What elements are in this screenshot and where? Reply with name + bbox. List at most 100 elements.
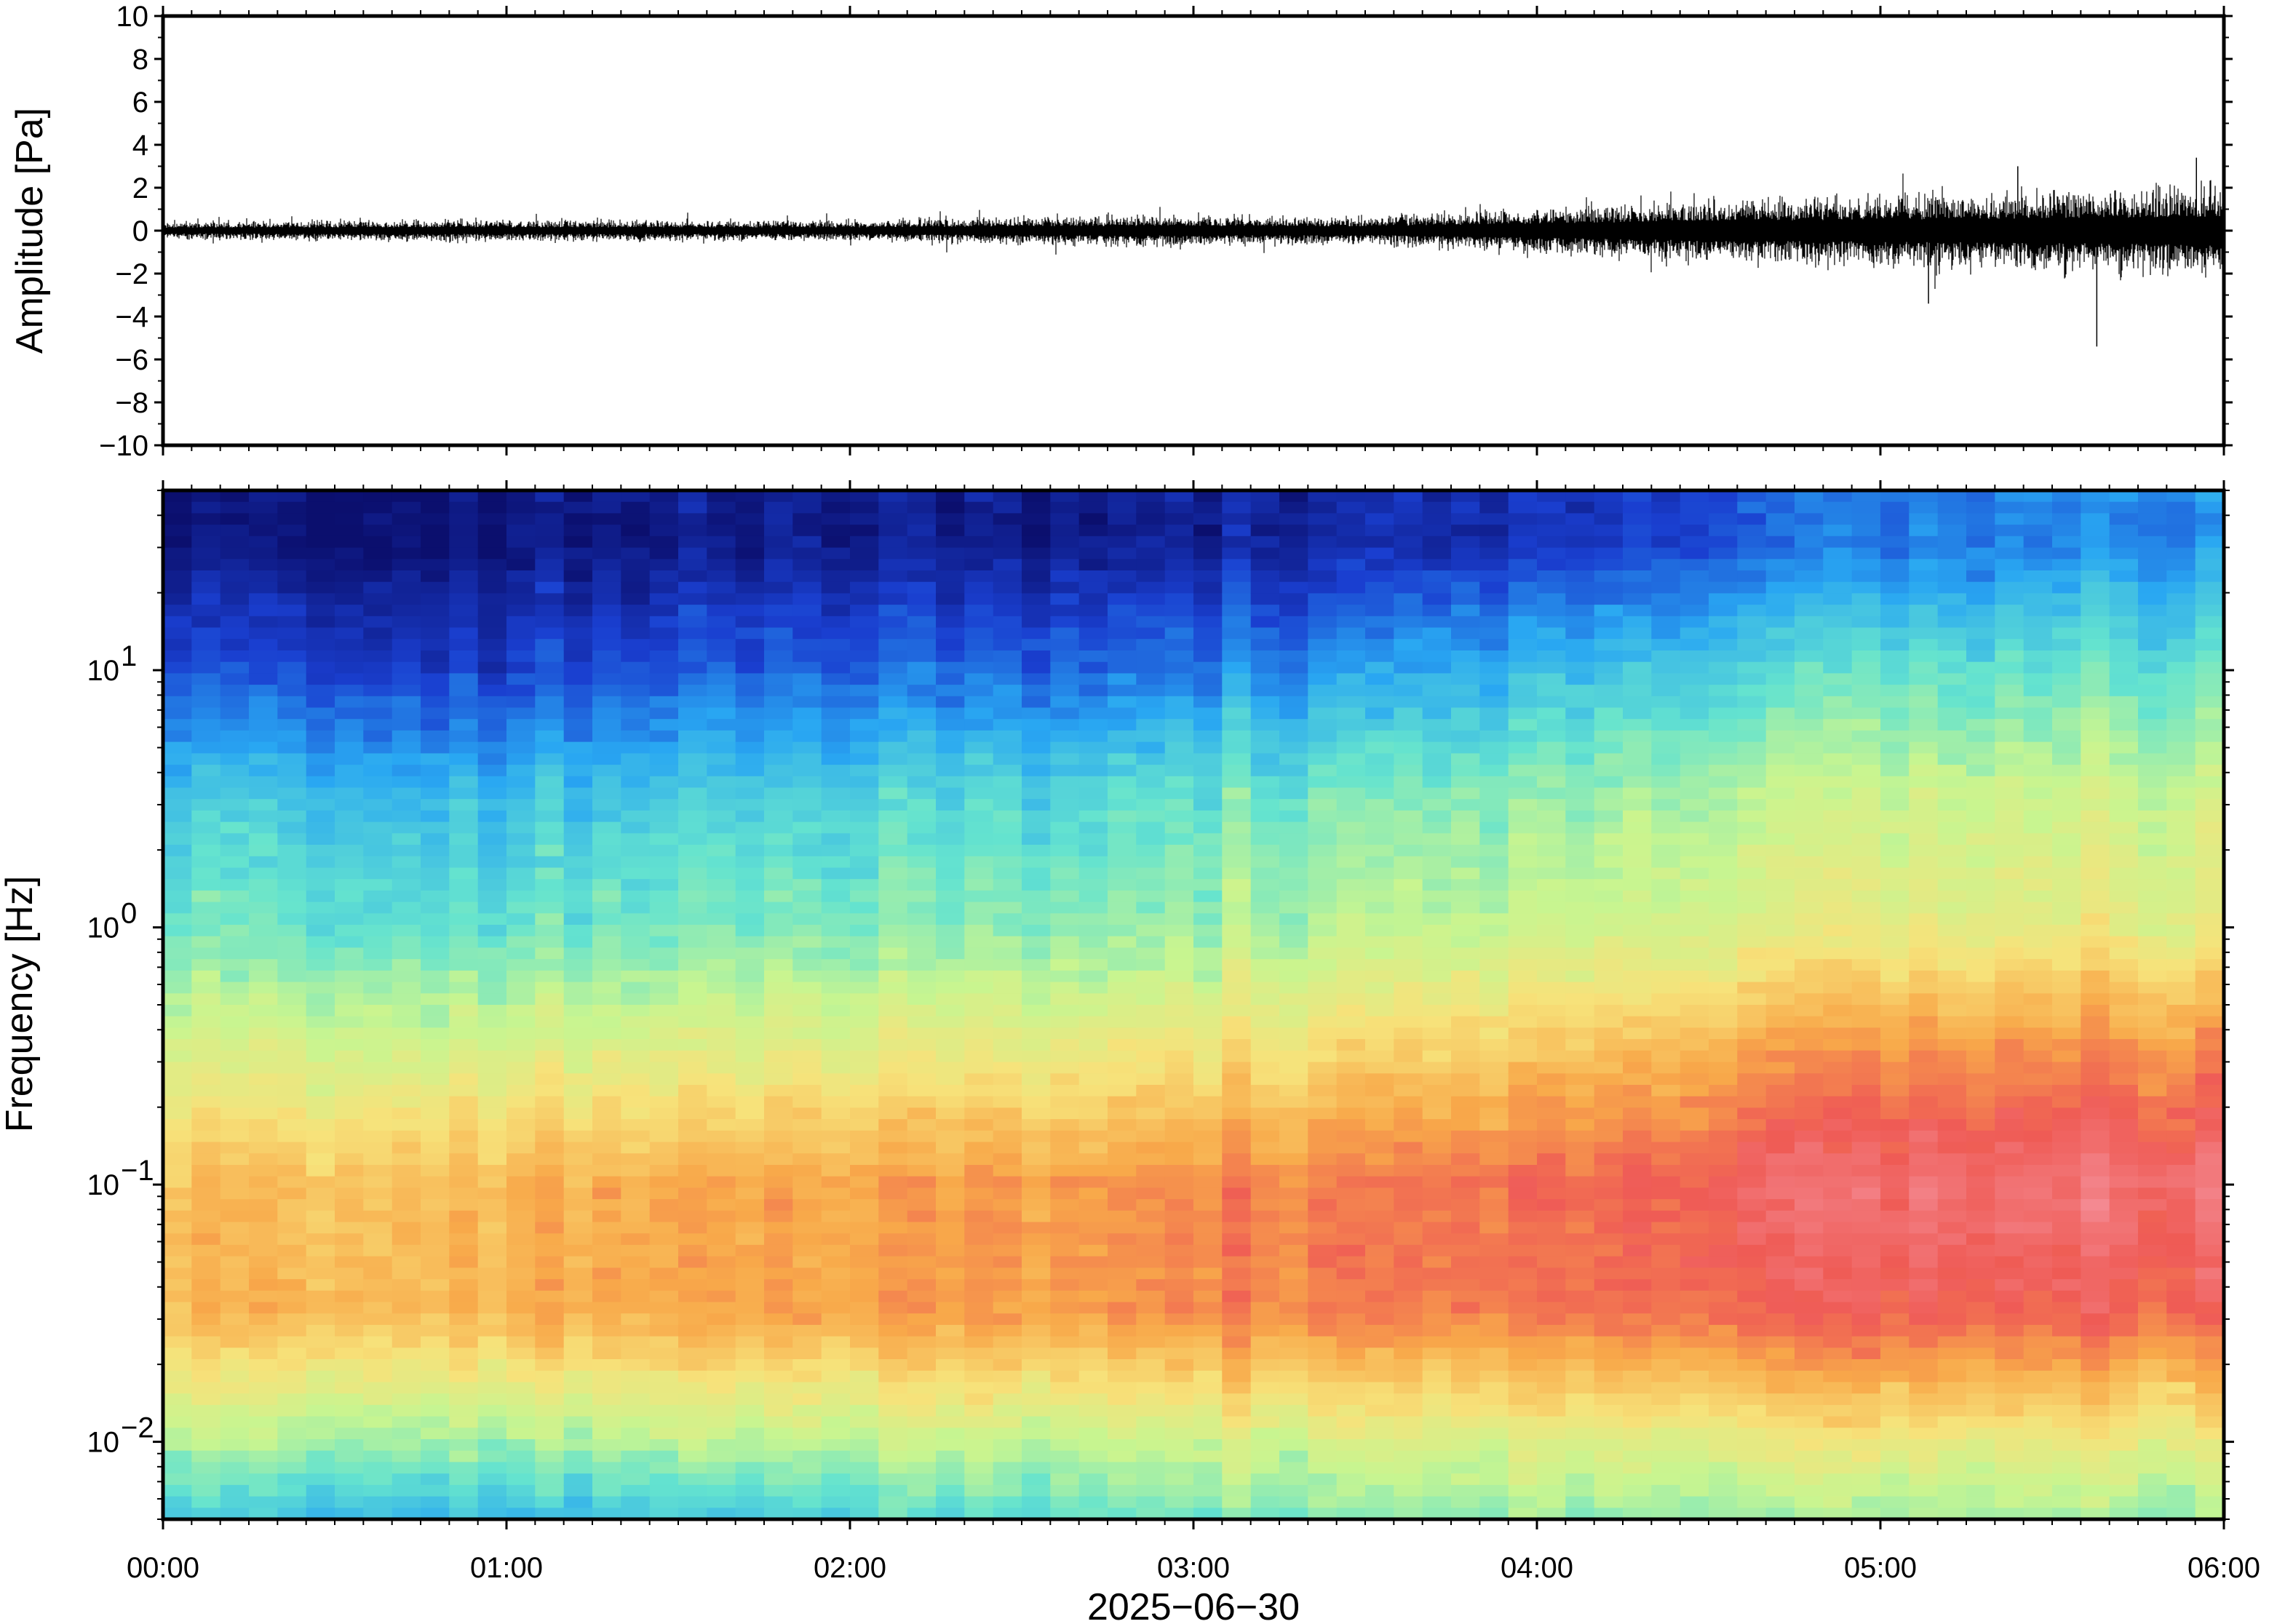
spectrogram-cell [1336, 605, 1366, 617]
spectrogram-cell [1394, 1450, 1423, 1463]
spectrogram-cell [1537, 787, 1567, 800]
spectrogram-cell [506, 1393, 536, 1406]
spectrogram-cell [1193, 856, 1223, 869]
spectrogram-cell [1136, 1290, 1166, 1303]
spectrogram-cell [1594, 1302, 1624, 1314]
spectrogram-cell [1422, 765, 1452, 777]
waveform-y-tick-label: 0 [132, 215, 148, 247]
spectrogram-cell [1623, 501, 1653, 514]
spectrogram-cell [764, 1027, 794, 1040]
spectrogram-cell [993, 925, 1022, 937]
spectrogram-cell [821, 1244, 851, 1257]
spectrogram-cell [1651, 1233, 1681, 1246]
spectrogram-cell [964, 1336, 994, 1349]
spectrogram-cell [421, 1382, 450, 1394]
spectrogram-cell [363, 1290, 393, 1303]
spectrogram-cell [592, 1096, 622, 1109]
spectrogram-cell [163, 1404, 193, 1417]
spectrogram-cell [1394, 821, 1423, 835]
spectrogram-cell [907, 1496, 937, 1509]
spectrogram-cell [1565, 673, 1595, 685]
spectrogram-cell [1537, 1416, 1567, 1429]
spectrogram-cell [1336, 1359, 1366, 1372]
spectrogram-cell [1451, 593, 1481, 605]
spectrogram-cell [1651, 1348, 1681, 1360]
spectrogram-cell [907, 1153, 937, 1166]
spectrogram-cell [621, 1062, 651, 1075]
spectrogram-cell [1022, 1416, 1052, 1429]
spectrogram-cell [563, 1267, 593, 1280]
spectrogram-cell [936, 673, 966, 685]
spectrogram-cell [1078, 1439, 1108, 1452]
spectrogram-cell [764, 1016, 794, 1029]
spectrogram-cell [1222, 1222, 1252, 1234]
spectrogram-cell [563, 1302, 593, 1314]
spectrogram-cell [907, 1290, 937, 1303]
spectrogram-cell [1078, 1176, 1108, 1189]
spectrogram-cell [1193, 547, 1223, 560]
spectrogram-cell [1050, 525, 1080, 537]
spectrogram-cell [1078, 1073, 1108, 1086]
spectrogram-cell [592, 1085, 622, 1097]
spectrogram-cell [163, 821, 193, 835]
spectrogram-cell [907, 1484, 937, 1497]
spectrogram-cell [1279, 1233, 1309, 1246]
spectrogram-cell [1164, 1073, 1194, 1086]
spectrogram-cell [249, 1005, 279, 1017]
spectrogram-cell [1222, 661, 1252, 674]
spectrogram-cell [535, 776, 565, 789]
spectrogram-cell [878, 1484, 908, 1497]
spectrogram-cell [821, 730, 851, 743]
spectrogram-cell [1193, 1199, 1223, 1211]
spectrogram-cell [964, 1302, 994, 1314]
spectrogram-cell [1479, 741, 1509, 755]
spectrogram-cell [563, 547, 593, 560]
spectrogram-cell [764, 661, 794, 674]
spectrogram-cell [220, 913, 250, 926]
spectrogram-cell [907, 1176, 937, 1189]
spectrogram-cell [1623, 1244, 1653, 1257]
spectrogram-cell [1508, 1039, 1538, 1051]
spectrogram-cell [277, 1119, 307, 1131]
spectrogram-cell [1451, 970, 1481, 983]
spectrogram-cell [1078, 685, 1108, 697]
spectrogram-cell [1651, 1496, 1681, 1509]
spectrogram-cell [363, 547, 393, 560]
spectrogram-cell [306, 1142, 335, 1154]
spectrogram-cell [1508, 639, 1538, 651]
spectrogram-cell [1651, 1165, 1681, 1177]
spectrogram-cell [506, 879, 536, 891]
spectrogram-cell [277, 1085, 307, 1097]
spectrogram-cell [163, 1290, 193, 1303]
spectrogram-cell [163, 913, 193, 926]
spectrogram-cell [592, 1050, 622, 1063]
spectrogram-cell [449, 1142, 479, 1154]
spectrogram-cell [792, 605, 822, 617]
spectrogram-cell [1537, 1142, 1567, 1154]
spectrogram-cell [1651, 1119, 1681, 1131]
spectrogram-cell [220, 650, 250, 663]
spectrogram-cell [220, 845, 250, 857]
spectrogram-cell [1422, 707, 1452, 720]
spectrogram-cell [449, 1462, 479, 1474]
spectrogram-cell [1022, 1428, 1052, 1440]
spectrogram-cell [1193, 707, 1223, 720]
spectrogram-cell [421, 936, 450, 949]
spectrogram-cell [1336, 1062, 1366, 1075]
spectrogram-cell [1394, 765, 1423, 777]
spectrogram-cell [850, 1050, 880, 1063]
spectrogram-cell [735, 1107, 765, 1120]
spectrogram-cell [1451, 1496, 1481, 1509]
spectrogram-cell [878, 765, 908, 777]
spectrogram-cell [1394, 1062, 1423, 1075]
spectrogram-cell [993, 1393, 1022, 1406]
spectrogram-cell [964, 650, 994, 663]
spectrogram-cell [821, 1348, 851, 1360]
spectrogram-cell [1136, 1508, 1166, 1519]
spectrogram-cell [764, 1370, 794, 1383]
spectrogram-cell [678, 753, 708, 765]
spectrogram-cell [735, 1153, 765, 1166]
spectrogram-cell [1078, 650, 1108, 663]
spectrogram-cell [163, 661, 193, 674]
spectrogram-cell [421, 765, 450, 777]
